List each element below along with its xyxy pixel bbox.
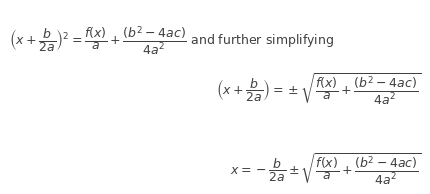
Text: $\left(x + \dfrac{b}{2a}\right) = \pm\sqrt{\dfrac{f(x)}{a} + \dfrac{(b^2-4ac)}{4: $\left(x + \dfrac{b}{2a}\right) = \pm\sq…: [216, 72, 421, 107]
Text: $\left(x + \dfrac{b}{2a}\right)^{2} = \dfrac{f(x)}{a} + \dfrac{(b^2-4ac)}{4a^2}$: $\left(x + \dfrac{b}{2a}\right)^{2} = \d…: [9, 25, 334, 57]
Text: $x = -\dfrac{b}{2a} \pm \sqrt{\dfrac{f(x)}{a} + \dfrac{(b^2-4ac)}{4a^2}}$: $x = -\dfrac{b}{2a} \pm \sqrt{\dfrac{f(x…: [230, 152, 421, 187]
